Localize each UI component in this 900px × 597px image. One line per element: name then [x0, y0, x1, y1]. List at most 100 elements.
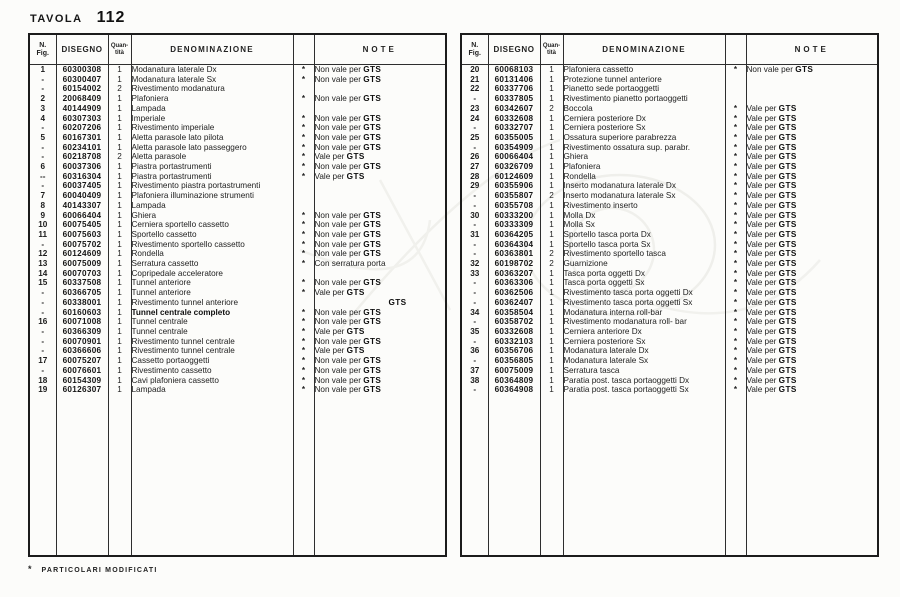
table-row: 36 60356706 1 Modanatura laterale Dx * Vale p…: [460, 346, 878, 357]
disegno-cell: 60364908: [487, 385, 540, 395]
disegno-cell: 60131406: [487, 74, 540, 85]
table-row: -60332103 1 Cerniera posteriore Sx * Vale pe…: [460, 336, 878, 347]
star-cell: *: [292, 152, 314, 163]
fig-cell: 5: [28, 132, 56, 143]
star-cell: *: [724, 375, 746, 386]
note-cell: Non vale per GTS: [313, 278, 446, 289]
qty-cell: 1: [539, 84, 563, 95]
qty-cell: 1: [539, 317, 563, 327]
table-row: 9 60066404 1 Ghiera * Non vale per GTS: [28, 210, 446, 221]
name-cell: Rivestimento ossatura sup. parabr.: [562, 142, 725, 153]
name-cell: Rivestimento tunnel centrale: [130, 336, 293, 347]
table-row: 17 60075207 1 Cassetto portaoggetti * Non val…: [28, 356, 446, 366]
qty-cell: 1: [107, 385, 131, 395]
qty-cell: 1: [539, 64, 563, 75]
table-row: 32 60198702 2 Guarnizione * Vale per GTS: [460, 259, 878, 269]
name-cell: Tasca porta oggetti Sx: [562, 278, 725, 289]
table-row: 11 60075603 1 Sportello cassetto * Non vale p…: [28, 229, 446, 240]
qty-cell: 1: [107, 171, 131, 182]
header-qty-line2: tità: [115, 49, 124, 56]
note-cell: Vale per GTS: [745, 123, 878, 133]
note-cell: [745, 84, 878, 95]
note-cell: Vale per GTS: [745, 278, 878, 289]
table-row: 7 60040409 1 Plafoniera illuminazione strum…: [28, 191, 446, 201]
column-header-star: [292, 34, 314, 65]
disegno-cell: 60362506: [487, 288, 540, 298]
qty-cell: 1: [539, 239, 563, 250]
name-cell: Rivestimento tunnel anteriore: [130, 297, 293, 308]
fig-cell: -: [460, 385, 488, 395]
table-row: -60356805 1 Modanatura laterale Sx * Vale pe…: [460, 356, 878, 366]
name-cell: Lampada: [130, 200, 293, 211]
table-row: 8 40143307 1 Lampada: [28, 200, 446, 211]
disegno-cell: 60154002: [55, 84, 108, 95]
disegno-cell: 60363306: [487, 278, 540, 289]
name-cell: Tunnel anteriore: [130, 288, 293, 298]
footer-legend-text: PARTICOLARI MODIFICATI: [41, 567, 158, 574]
star-cell: *: [292, 375, 314, 386]
table-row: 5 60167301 1 Aletta parasole lato pilota * No…: [28, 132, 446, 143]
table-row: 15 60337508 1 Tunnel anteriore * Non vale per…: [28, 278, 446, 289]
note-cell: Vale per GTS: [745, 365, 878, 376]
table-row: 24 60332608 1 Cerniera posteriore Dx * Vale p…: [460, 113, 878, 124]
note-cell: Vale per GTS: [745, 326, 878, 337]
name-cell: Cerniera posteriore Sx: [562, 123, 725, 133]
note-cell: Non vale per GTS: [313, 74, 446, 85]
fig-cell: -: [28, 307, 56, 318]
fig-cell: 21: [460, 74, 488, 85]
qty-cell: 1: [107, 113, 131, 124]
star-cell: *: [724, 103, 746, 114]
disegno-cell: 60355807: [487, 191, 540, 201]
fig-cell: 9: [28, 210, 56, 221]
table-row: 19 60126307 1 Lampada * Non vale per GTS: [28, 385, 446, 395]
table-empty-area: [28, 394, 446, 556]
disegno-cell: 60316304: [55, 171, 108, 182]
star-cell: *: [292, 239, 314, 250]
star-cell: *: [292, 288, 314, 298]
star-cell: *: [292, 123, 314, 133]
note-cell: Non vale per GTS: [313, 94, 446, 104]
table-row: -60075702 1 Rivestimento sportello cassett…: [28, 239, 446, 250]
qty-cell: 1: [107, 249, 131, 260]
note-cell: Non vale per GTS: [313, 123, 446, 133]
qty-cell: 1: [107, 288, 131, 298]
disegno-cell: 60364809: [487, 375, 540, 386]
star-cell: [292, 268, 314, 279]
fig-cell: -: [460, 249, 488, 260]
note-cell: Vale per GTS: [745, 307, 878, 318]
page-footer: * PARTICOLARI MODIFICATI: [28, 559, 157, 577]
header-fig-line2: Fig.: [468, 49, 481, 57]
star-cell: *: [724, 365, 746, 376]
note-cell: Non vale per GTS: [313, 132, 446, 143]
note-cell: Vale per GTS: [745, 346, 878, 357]
qty-cell: 1: [107, 142, 131, 153]
column-header-disegno: DISEGNO: [55, 34, 108, 65]
table-row: 14 60070703 1 Copripedale acceleratore: [28, 268, 446, 279]
table-row: 4 60307303 1 Imperiale * Non vale per GTS: [28, 113, 446, 124]
qty-cell: 1: [107, 74, 131, 85]
name-cell: Rivestimento cassetto: [130, 365, 293, 376]
star-cell: *: [292, 249, 314, 260]
name-cell: Sportello tasca porta Sx: [562, 239, 725, 250]
disegno-cell: 60076601: [55, 365, 108, 376]
name-cell: Molla Sx: [562, 220, 725, 230]
fig-cell: 34: [460, 307, 488, 318]
fig-cell: 26: [460, 152, 488, 163]
star-cell: *: [292, 326, 314, 337]
name-cell: Ghiera: [562, 152, 725, 163]
qty-cell: 1: [107, 103, 131, 114]
note-cell: Vale per GTS: [745, 375, 878, 386]
table-row: -60363801 2 Rivestimento sportello tasca * V…: [460, 249, 878, 260]
disegno-cell: 60364304: [487, 239, 540, 250]
qty-cell: 1: [107, 268, 131, 279]
fig-cell: -: [28, 326, 56, 337]
column-header-denominazione: DENOMINAZIONE: [130, 34, 293, 65]
table-row: -60207206 1 Rivestimento imperiale * Non val…: [28, 123, 446, 133]
disegno-cell: 60356805: [487, 356, 540, 366]
name-cell: Modanatura laterale Sx: [130, 74, 293, 85]
name-cell: Tunnel centrale completo: [130, 307, 293, 318]
note-cell: Vale per GTS: [745, 210, 878, 221]
qty-cell: 1: [107, 317, 131, 327]
qty-cell: 1: [107, 336, 131, 347]
